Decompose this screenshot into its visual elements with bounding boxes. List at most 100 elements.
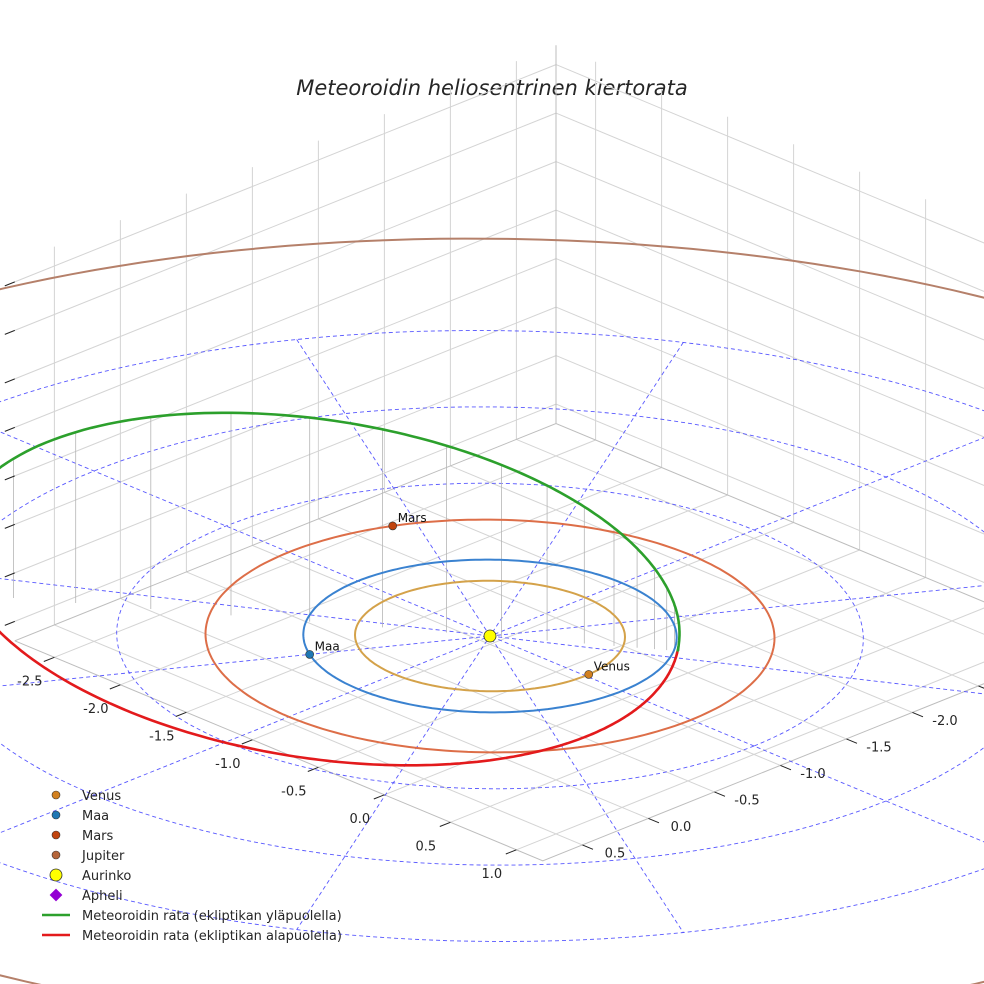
x-tick-mark	[439, 821, 451, 827]
y-tick-label: 0.0	[671, 820, 692, 835]
wall-grid-line	[14, 112, 557, 331]
legend-label: Meteoroidin rata (ekliptikan yläpuolella…	[82, 909, 342, 924]
x-tick-label: -1.5	[149, 730, 174, 745]
legend-marker	[51, 810, 61, 820]
x-tick-mark	[43, 656, 55, 662]
y-tick-mark	[978, 685, 984, 689]
wall-grid-line	[555, 112, 984, 292]
floor-grid-line	[384, 577, 926, 796]
orbit-mars	[204, 518, 776, 754]
y-tick-label: -0.5	[734, 793, 759, 808]
x-tick-label: -0.5	[281, 785, 306, 800]
floor-grid-line	[516, 438, 984, 635]
floor-grid-line	[186, 494, 728, 713]
floor-grid-line	[384, 491, 913, 713]
orbit-maa	[302, 558, 678, 714]
body-markers: Venus Maa Mars	[305, 511, 630, 679]
floor-grid-line	[450, 465, 979, 687]
x-tick-label: 0.0	[349, 812, 370, 827]
floor-grid-line	[54, 439, 596, 658]
y-tick-label: 0.5	[605, 846, 626, 861]
legend-item: Aurinko	[49, 868, 131, 884]
y-tick-mark	[582, 844, 594, 850]
legend-label: Maa	[82, 809, 109, 824]
y-tick-mark	[714, 791, 726, 797]
x-tick-label: -2.5	[17, 675, 42, 690]
x-tick-mark	[241, 739, 253, 745]
z-tick-mark	[4, 523, 15, 529]
wall-grid-line	[555, 209, 984, 389]
legend-item: Meteoroidin rata (ekliptikan alapuolella…	[42, 929, 342, 944]
y-tick-mark	[912, 711, 924, 718]
z-tick-mark	[4, 426, 15, 432]
z-tick-mark	[4, 475, 15, 481]
legend-label: Aurinko	[82, 869, 131, 884]
floor-grid-line	[318, 549, 860, 768]
wall-grid-line	[14, 64, 557, 283]
x-tick-mark	[505, 849, 517, 855]
x-tick-label: -2.0	[83, 702, 108, 717]
legend-item: Mars	[51, 829, 114, 844]
wall-grid-line	[14, 209, 557, 428]
planet-label-mars: Mars	[398, 511, 427, 525]
axis-ticks: -2.5-2.0-1.5-1.0-0.50.00.51.0-3.0-2.5-2.…	[4, 281, 984, 882]
legend-label: Meteoroidin rata (ekliptikan alapuolella…	[82, 929, 342, 944]
legend-label: Venus	[82, 789, 121, 804]
z-tick-mark	[4, 620, 15, 626]
wall-grid-line	[14, 161, 557, 380]
z-tick-mark	[4, 572, 15, 578]
orbit-venus	[353, 579, 627, 693]
wall-grid-line	[14, 403, 557, 622]
y-tick-label: -1.0	[800, 767, 825, 782]
orbit-segment-below	[0, 630, 665, 767]
legend-item: Venus	[51, 789, 121, 804]
legend-marker	[49, 868, 63, 882]
legend-item: Meteoroidin rata (ekliptikan yläpuolella…	[42, 909, 342, 924]
wall-grid-line	[555, 64, 984, 244]
ecliptic-ring	[0, 406, 984, 866]
floor-grid-line	[120, 467, 662, 686]
z-tick-mark	[4, 378, 15, 384]
meteoroid-orbit	[0, 411, 681, 767]
wall-grid-line	[14, 258, 557, 477]
y-tick-mark	[846, 738, 858, 744]
floor-grid-line	[318, 518, 847, 740]
planet-marker-venus	[584, 670, 594, 679]
legend-item: Maa	[51, 809, 109, 824]
ecliptic-spoke	[0, 585, 984, 687]
floor-grid-line	[252, 544, 781, 766]
floor-grid-line	[54, 624, 583, 846]
planet-marker-mars	[388, 521, 397, 531]
x-tick-mark	[373, 794, 385, 800]
pane-edge	[14, 422, 984, 642]
wall-grid-line	[555, 306, 984, 486]
legend: Venus Maa Mars Jupiter Aurinko Apheli Meteoroi…	[42, 789, 342, 944]
wall-grid-line	[555, 403, 984, 583]
legend-label: Apheli	[82, 889, 123, 904]
wall-grid-line	[555, 258, 984, 438]
z-tick-mark	[4, 281, 15, 287]
y-tick-label: -1.5	[866, 740, 891, 755]
wall-grid-line	[555, 355, 984, 535]
legend-marker	[51, 830, 61, 840]
orbit-segment-above	[0, 411, 681, 654]
x-tick-label: -1.0	[215, 757, 240, 772]
sun-marker	[483, 629, 497, 643]
pane-edge	[14, 640, 984, 862]
legend-item: Apheli	[49, 888, 123, 904]
planet-label-maa: Maa	[315, 639, 340, 653]
floor-grid-line	[450, 607, 984, 823]
x-tick-label: 0.5	[415, 840, 436, 855]
y-tick-label: -2.0	[932, 714, 957, 729]
legend-marker	[51, 850, 61, 860]
chart-title: Meteoroidin heliosentrinen kiertorata	[296, 76, 688, 100]
wall-grid-line	[555, 161, 984, 341]
orbit-segment-below	[661, 651, 679, 685]
planet-orbits	[0, 237, 984, 984]
legend-marker	[49, 888, 63, 902]
x-tick-mark	[109, 684, 121, 690]
legend-label: Jupiter	[81, 849, 125, 864]
wall-grid-line	[14, 355, 557, 574]
planet-label-venus: Venus	[594, 659, 630, 673]
